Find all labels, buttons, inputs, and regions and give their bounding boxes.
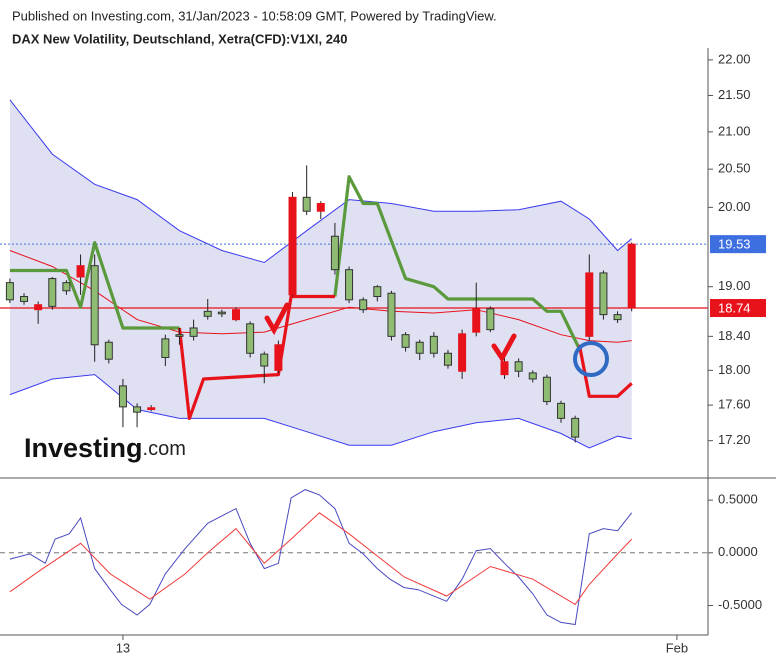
candle-body — [613, 314, 622, 321]
candle-body — [161, 338, 170, 359]
check-annotation — [264, 302, 290, 336]
check-annotation — [491, 333, 517, 363]
candle-body — [133, 406, 142, 413]
x-tick-label: Feb — [666, 640, 688, 655]
candle-body — [330, 235, 339, 271]
oscillator-line — [9, 512, 633, 606]
y-tick-label: 18.40 — [718, 328, 751, 343]
candle-body — [118, 385, 127, 408]
trend-line — [177, 294, 633, 420]
candle-body — [429, 335, 438, 354]
price-label: 18.74 — [718, 300, 751, 315]
candle-body — [514, 361, 523, 372]
candle-body — [90, 265, 99, 346]
candle-body — [528, 372, 537, 380]
candle-body — [627, 243, 636, 309]
y-tick-label: -0.5000 — [718, 597, 762, 612]
x-tick-label: 13 — [116, 640, 130, 655]
logo-suffix: .com — [143, 438, 186, 460]
candle-body — [599, 272, 608, 316]
logo-name: Investing — [24, 433, 143, 463]
y-tick-label: 17.60 — [718, 397, 751, 412]
candle-body — [246, 323, 255, 354]
candle-body — [288, 196, 297, 296]
annotations — [264, 302, 609, 377]
candle-body — [147, 407, 156, 411]
candle-body — [585, 272, 594, 337]
candle-body — [217, 311, 226, 315]
candle-body — [359, 299, 368, 311]
candle-body — [232, 309, 240, 321]
published-note: Published on Investing.com, 31/Jan/2023 … — [12, 8, 497, 23]
candle-body — [20, 296, 29, 302]
trend-line — [9, 175, 581, 350]
y-tick-label: 20.50 — [718, 161, 751, 176]
oscillator-line — [9, 489, 633, 626]
y-tick-label: 21.00 — [718, 123, 751, 138]
band-middle — [9, 250, 632, 343]
candle-body — [302, 196, 311, 212]
candle-body — [104, 341, 113, 360]
y-tick-label: 21.50 — [718, 87, 751, 102]
candle-body — [260, 353, 269, 367]
candle-body — [373, 286, 382, 298]
candle-body — [203, 310, 212, 317]
candle-body — [387, 292, 396, 337]
price-label: 19.53 — [718, 237, 751, 252]
price-label-box — [710, 299, 766, 318]
candle-body — [571, 417, 580, 438]
candle-body — [316, 202, 325, 212]
logo: Investing.com — [24, 433, 186, 463]
candle-body — [189, 327, 198, 337]
band-fill — [9, 99, 632, 448]
candle-body — [472, 308, 481, 333]
candle-body — [76, 265, 85, 278]
candle-body — [34, 304, 43, 311]
candle-body — [500, 361, 509, 376]
candle-body — [175, 334, 184, 337]
candle-body — [458, 333, 467, 372]
y-tick-label: 22.00 — [718, 51, 751, 66]
candle-body — [48, 278, 57, 307]
y-tick-label: 18.00 — [718, 362, 751, 377]
candle-body — [486, 308, 495, 331]
y-tick-label: 20.00 — [718, 199, 751, 214]
price-label-box — [710, 235, 766, 254]
candle-body — [557, 402, 566, 419]
candle-body — [443, 352, 452, 366]
candle-body — [274, 344, 283, 371]
candle-body — [62, 282, 71, 292]
band-upper — [9, 99, 633, 264]
candle-body — [345, 269, 354, 301]
chart-title: DAX New Volatility, Deutschland, Xetra(C… — [12, 31, 347, 46]
y-tick-label: 17.20 — [718, 432, 751, 447]
candle-body — [415, 341, 424, 354]
plot-layer: 22.00 21.50 21.00 20.50 20.00 19.00 18.40 18.00… — [0, 48, 776, 655]
candle-body — [542, 376, 551, 403]
circle-annotation — [573, 341, 609, 377]
candle-body — [401, 334, 410, 348]
candle-body — [5, 282, 14, 301]
y-tick-label: 0.5000 — [718, 492, 758, 507]
y-tick-label: 0.0000 — [718, 544, 758, 559]
y-tick-label: 19.00 — [718, 278, 751, 293]
